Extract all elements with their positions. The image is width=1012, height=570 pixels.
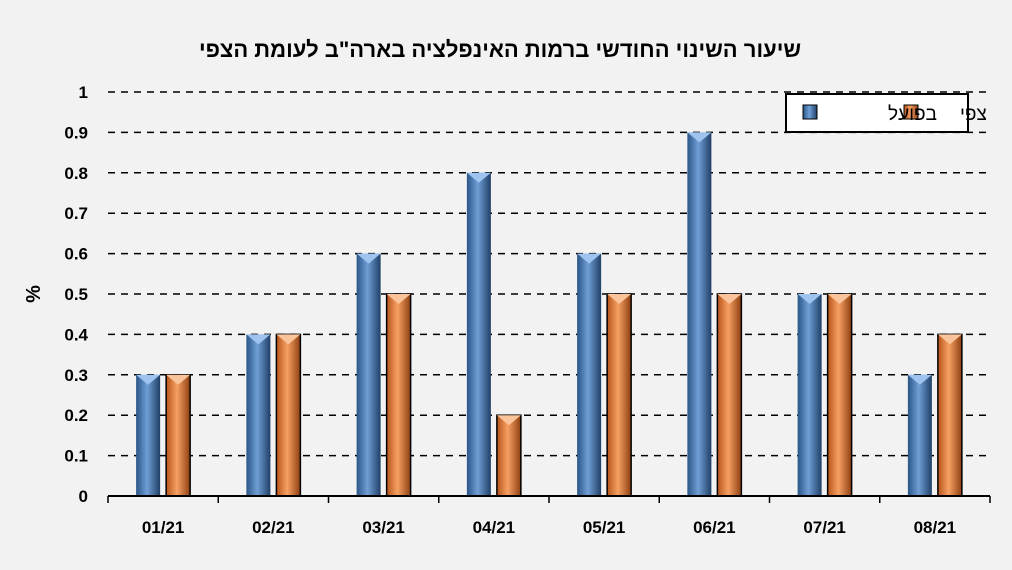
legend-item-forecast: צפי xyxy=(903,104,987,125)
bar-actual-01-21 xyxy=(136,374,161,496)
bar-cap xyxy=(937,334,962,345)
bar-body xyxy=(687,132,712,496)
bar-forecast-07-21 xyxy=(826,293,853,497)
bar-actual-06-21 xyxy=(687,132,712,496)
bar-forecast-02-21 xyxy=(275,333,302,497)
bar-body xyxy=(136,374,161,496)
x-tick-label: 03/21 xyxy=(362,518,405,537)
bar-body xyxy=(385,293,412,497)
y-tick-label: 0.3 xyxy=(64,366,88,385)
bar-forecast-04-21 xyxy=(496,414,522,497)
bar-cap xyxy=(827,294,852,304)
bar-actual-03-21 xyxy=(356,253,381,496)
y-tick-label: 0.4 xyxy=(64,325,88,344)
bar-body xyxy=(577,253,602,496)
bar-actual-04-21 xyxy=(466,172,491,497)
legend-item-actual: בפועל xyxy=(802,104,937,125)
x-tick-label: 07/21 xyxy=(803,518,846,537)
bar-body xyxy=(907,374,932,496)
bar-forecast-05-21 xyxy=(606,293,632,497)
bar-forecast-03-21 xyxy=(385,293,412,497)
bar-forecast-01-21 xyxy=(165,374,191,497)
y-tick-label: 0 xyxy=(79,487,88,506)
gridlines xyxy=(108,91,990,457)
bars xyxy=(136,132,963,497)
bar-cap xyxy=(717,294,742,304)
legend-label: בפועל xyxy=(888,104,937,125)
x-tick-label: 06/21 xyxy=(693,518,736,537)
x-axis xyxy=(107,495,991,503)
bar-cap xyxy=(687,132,712,143)
bar-body xyxy=(716,293,743,497)
bar-body xyxy=(246,334,271,496)
bar-cap xyxy=(276,334,301,345)
y-tick-label: 1 xyxy=(79,83,88,102)
bar-forecast-06-21 xyxy=(716,293,743,497)
bar-cap xyxy=(136,374,161,385)
x-tick-labels: 01/21 02/21 03/21 04/21 05/21 06/21 07/21 08/21 xyxy=(142,518,956,537)
x-tick-label: 04/21 xyxy=(473,518,516,537)
bar-cap xyxy=(386,294,411,304)
y-tick-label: 0.2 xyxy=(64,406,88,425)
bar-cap xyxy=(466,172,491,183)
bar-body xyxy=(937,333,963,497)
bar-body xyxy=(356,253,381,496)
x-tick-label: 02/21 xyxy=(252,518,295,537)
bar-body xyxy=(797,294,822,496)
bar-actual-08-21 xyxy=(907,374,932,496)
bar-cap xyxy=(246,334,271,345)
y-tick-label: 0.1 xyxy=(64,447,88,466)
legend-swatch xyxy=(903,104,919,120)
bar-body xyxy=(275,333,302,497)
bar-body xyxy=(466,172,491,497)
legend-swatch xyxy=(802,104,818,120)
y-tick-label: 0.6 xyxy=(64,245,88,264)
bar-actual-02-21 xyxy=(246,334,271,496)
y-tick-label: 0.9 xyxy=(64,123,88,142)
bar-cap xyxy=(166,374,191,385)
bar-cap xyxy=(607,294,632,304)
bar-cap xyxy=(797,294,822,304)
bar-actual-05-21 xyxy=(577,253,602,496)
bar-body xyxy=(826,293,853,497)
bar-body xyxy=(165,374,191,497)
y-axis-label: % xyxy=(23,285,45,303)
chart-title: שיעור השינוי החודשי ברמות האינפלציה בארה… xyxy=(199,37,801,62)
x-tick-label: 01/21 xyxy=(142,518,185,537)
bar-body xyxy=(496,414,522,497)
bar-forecast-08-21 xyxy=(937,333,963,497)
x-tick-label: 05/21 xyxy=(583,518,626,537)
legend-label: צפי xyxy=(960,104,987,125)
bar-actual-07-21 xyxy=(797,294,822,496)
bar-body xyxy=(606,293,632,497)
bar-cap xyxy=(907,374,932,385)
bar-cap xyxy=(577,253,602,264)
x-tick-label: 08/21 xyxy=(914,518,957,537)
bar-cap xyxy=(496,415,521,426)
y-tick-label: 0.5 xyxy=(64,285,88,304)
y-tick-labels: 0 0.1 0.2 0.3 0.4 0.5 0.6 0.7 0.8 0.9 1 xyxy=(64,83,88,506)
y-tick-label: 0.7 xyxy=(64,204,88,223)
y-tick-label: 0.8 xyxy=(64,164,88,183)
legend: צפי בפועל xyxy=(785,93,987,133)
bar-cap xyxy=(356,253,381,264)
